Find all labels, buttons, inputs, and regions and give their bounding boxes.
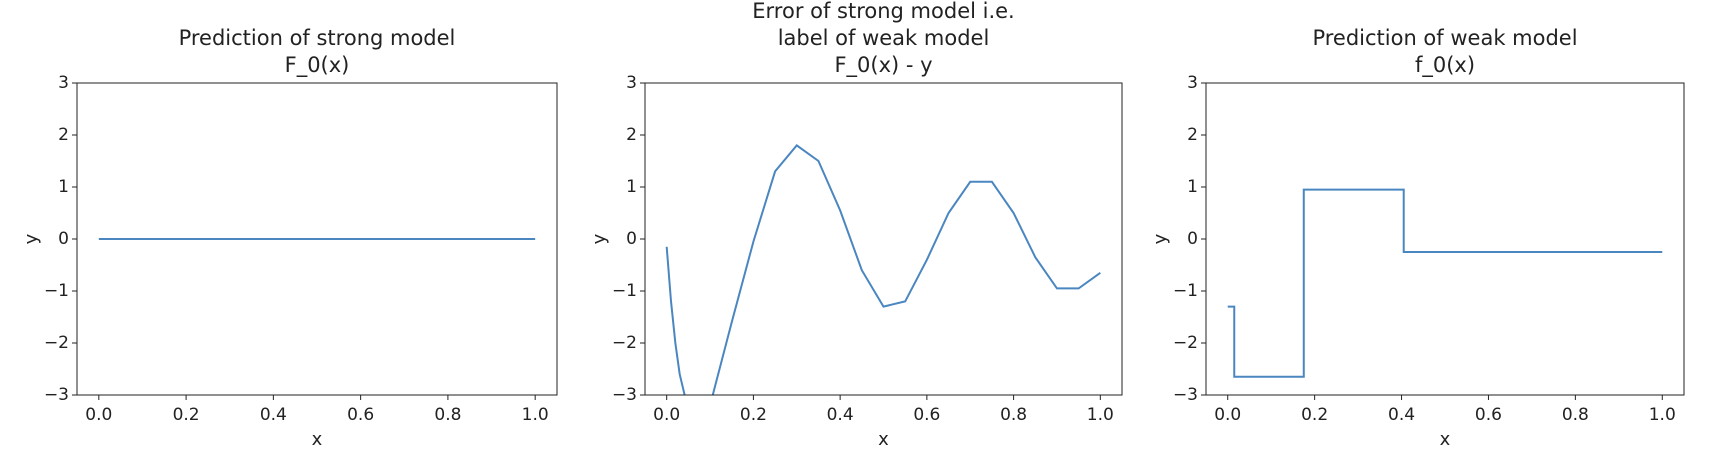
- axes-frame: [644, 82, 1123, 396]
- x-tick-label: 0.2: [173, 405, 200, 425]
- x-tick-label: 1.0: [522, 405, 549, 425]
- x-tick-label: 1.0: [1649, 405, 1676, 425]
- y-tick-label: 1: [1187, 177, 1198, 197]
- x-tick-label: 0.8: [434, 405, 461, 425]
- y-tick-label: −1: [612, 281, 637, 301]
- x-axis-label: x: [312, 429, 323, 450]
- y-tick-label: −2: [44, 333, 69, 353]
- chart-title: Prediction of weak model: [1312, 26, 1577, 50]
- y-tick-label: 0: [626, 229, 637, 249]
- axes-frame: [76, 82, 558, 396]
- chart-title: F_0(x): [285, 53, 350, 78]
- axes-frame: [1205, 82, 1685, 396]
- chart-title: label of weak model: [778, 26, 990, 50]
- x-tick-label: 0.0: [85, 405, 112, 425]
- data-line: [665, 144, 1101, 395]
- chart-title: Error of strong model i.e.: [752, 0, 1014, 23]
- y-tick-label: −2: [1173, 333, 1198, 353]
- x-axis-label: x: [878, 429, 889, 450]
- subplot: Prediction of weak model f_0(x) 0.0 0.2 0.4 0…: [1150, 26, 1685, 450]
- x-axis-label: x: [1440, 429, 1451, 450]
- y-tick-label: 1: [626, 177, 637, 197]
- y-tick-label: 0: [58, 229, 69, 249]
- x-tick-label: 0.4: [1388, 405, 1415, 425]
- subplot: Prediction of strong model F_0(x) 0.0 0.2 0.…: [21, 26, 558, 450]
- x-tick-label: 0.4: [827, 405, 854, 425]
- y-tick-label: −1: [1173, 281, 1198, 301]
- chart-title: f_0(x): [1415, 53, 1475, 78]
- x-tick-label: 0.4: [260, 405, 287, 425]
- y-tick-label: 2: [1187, 125, 1198, 145]
- y-tick-label: −3: [44, 385, 69, 405]
- y-tick-label: 1: [58, 177, 69, 197]
- x-tick-label: 0.6: [1475, 405, 1502, 425]
- x-tick-label: 0.8: [1562, 405, 1589, 425]
- y-tick-label: 3: [1187, 73, 1198, 93]
- y-tick-label: −3: [612, 385, 637, 405]
- x-tick-label: 0.8: [1000, 405, 1027, 425]
- y-tick-label: 0: [1187, 229, 1198, 249]
- y-axis-label: y: [1150, 233, 1171, 244]
- y-tick-label: −1: [44, 281, 69, 301]
- chart-title: Prediction of strong model: [179, 26, 456, 50]
- y-tick-label: 2: [58, 125, 69, 145]
- y-tick-label: −2: [612, 333, 637, 353]
- x-tick-label: 0.2: [740, 405, 767, 425]
- x-tick-label: 0.0: [653, 405, 680, 425]
- y-tick-label: −3: [1173, 385, 1198, 405]
- data-line: [1227, 188, 1663, 378]
- chart-title: F_0(x) - y: [834, 53, 932, 78]
- y-tick-label: 3: [58, 73, 69, 93]
- y-axis-label: y: [21, 233, 42, 244]
- x-tick-label: 1.0: [1087, 405, 1114, 425]
- y-axis-label: y: [589, 233, 610, 244]
- x-tick-label: 0.2: [1301, 405, 1328, 425]
- x-tick-label: 0.6: [913, 405, 940, 425]
- x-tick-label: 0.6: [347, 405, 374, 425]
- y-tick-label: 3: [626, 73, 637, 93]
- y-tick-label: 2: [626, 125, 637, 145]
- x-tick-label: 0.0: [1214, 405, 1241, 425]
- subplot: Error of strong model i.e. label of weak …: [589, 0, 1123, 450]
